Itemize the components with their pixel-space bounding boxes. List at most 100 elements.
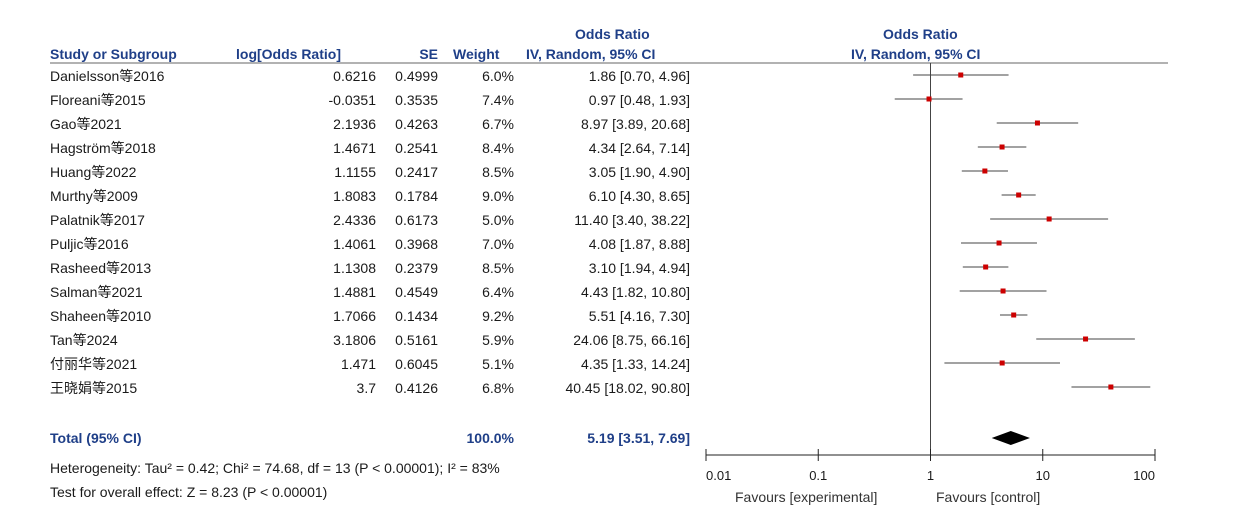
study-name: Hagström等2018 — [50, 140, 156, 156]
study-ci: 8.97 [3.89, 20.68] — [581, 116, 690, 132]
study-log-or: 1.8083 — [333, 188, 376, 204]
or-title-left: Odds Ratio — [575, 26, 650, 42]
study-se: 0.2541 — [395, 140, 438, 156]
study-log-or: 1.4061 — [333, 236, 376, 252]
effect-point — [999, 360, 1005, 366]
total-ci: 5.19 [3.51, 7.69] — [587, 430, 690, 446]
study-se: 0.2379 — [395, 260, 438, 276]
pooled-diamond — [991, 431, 1030, 445]
study-ci: 24.06 [8.75, 66.16] — [573, 332, 690, 348]
study-se: 0.4999 — [395, 68, 438, 84]
x-tick-label: 10 — [1036, 468, 1050, 483]
study-log-or: 1.471 — [340, 356, 376, 372]
study-log-or: 1.1308 — [333, 260, 376, 276]
study-log-or: 1.4881 — [333, 284, 376, 300]
effect-point — [1046, 216, 1052, 222]
overall-effect-text: Test for overall effect: Z = 8.23 (P < 0… — [50, 484, 328, 500]
study-log-or: 1.7066 — [333, 308, 376, 324]
x-tick-label: 100 — [1133, 468, 1155, 483]
effect-point — [982, 168, 988, 174]
study-ci: 3.05 [1.90, 4.90] — [588, 164, 690, 180]
study-log-or: 1.1155 — [334, 164, 376, 180]
effect-point — [926, 96, 932, 102]
study-ci: 6.10 [4.30, 8.65] — [588, 188, 690, 204]
or-title-right: Odds Ratio — [883, 26, 958, 42]
study-name: Huang等2022 — [50, 164, 137, 180]
study-weight: 9.2% — [482, 308, 514, 324]
x-tick-label: 1 — [927, 468, 934, 483]
effect-point — [958, 72, 964, 78]
total-weight: 100.0% — [466, 430, 514, 446]
study-ci: 4.35 [1.33, 14.24] — [581, 356, 690, 372]
study-se: 0.3968 — [395, 236, 438, 252]
study-log-or: 3.1806 — [333, 332, 376, 348]
effect-point — [1000, 288, 1006, 294]
favours-control-label: Favours [control] — [936, 489, 1041, 505]
effect-point — [996, 240, 1002, 246]
effect-point — [1108, 384, 1114, 390]
study-weight: 6.4% — [482, 284, 514, 300]
study-weight: 8.5% — [482, 164, 514, 180]
study-log-or: 1.4671 — [333, 140, 376, 156]
study-ci: 3.10 [1.94, 4.94] — [588, 260, 690, 276]
study-log-or: -0.0351 — [328, 92, 376, 108]
study-se: 0.2417 — [395, 164, 438, 180]
study-weight: 7.0% — [482, 236, 514, 252]
study-name: Palatnik等2017 — [50, 212, 145, 228]
study-se: 0.3535 — [395, 92, 438, 108]
study-se: 0.1434 — [395, 308, 438, 324]
effect-point — [1034, 120, 1040, 126]
effect-point — [983, 264, 989, 270]
study-ci: 4.34 [2.64, 7.14] — [588, 140, 690, 156]
favours-experimental-label: Favours [experimental] — [735, 489, 878, 505]
study-ci: 5.51 [4.16, 7.30] — [588, 308, 690, 324]
study-name: Tan等2024 — [50, 332, 118, 348]
study-weight: 5.0% — [482, 212, 514, 228]
col-header-se: SE — [419, 46, 438, 62]
study-name: Puljic等2016 — [50, 236, 129, 252]
study-name: Shaheen等2010 — [50, 308, 152, 324]
col-header-weight: Weight — [453, 46, 500, 62]
study-log-or: 2.1936 — [333, 116, 376, 132]
study-log-or: 0.6216 — [333, 68, 376, 84]
study-ci: 4.43 [1.82, 10.80] — [581, 284, 690, 300]
study-name: Rasheed等2013 — [50, 260, 152, 276]
study-ci: 0.97 [0.48, 1.93] — [588, 92, 690, 108]
study-log-or: 3.7 — [356, 380, 376, 396]
study-name: Salman等2021 — [50, 284, 143, 300]
study-name: Danielsson等2016 — [50, 68, 165, 84]
effect-point — [1011, 312, 1017, 318]
study-weight: 8.4% — [482, 140, 514, 156]
study-name: Gao等2021 — [50, 116, 122, 132]
study-se: 0.4549 — [395, 284, 438, 300]
study-ci: 4.08 [1.87, 8.88] — [588, 236, 690, 252]
col-header-study: Study or Subgroup — [50, 46, 177, 62]
effect-point — [999, 144, 1005, 150]
study-se: 0.6173 — [395, 212, 438, 228]
study-name: 付丽华等2021 — [50, 356, 138, 372]
study-weight: 6.8% — [482, 380, 514, 396]
study-log-or: 2.4336 — [333, 212, 376, 228]
study-name: Murthy等2009 — [50, 188, 138, 204]
col-header-ci: IV, Random, 95% CI — [526, 46, 656, 62]
heterogeneity-text: Heterogeneity: Tau² = 0.42; Chi² = 74.68… — [50, 460, 500, 476]
total-label: Total (95% CI) — [50, 430, 142, 446]
study-weight: 8.5% — [482, 260, 514, 276]
effect-point — [1083, 336, 1089, 342]
study-ci: 11.40 [3.40, 38.22] — [574, 212, 690, 228]
study-weight: 6.7% — [482, 116, 514, 132]
effect-point — [1016, 192, 1022, 198]
study-se: 0.4126 — [395, 380, 438, 396]
study-weight: 9.0% — [482, 188, 514, 204]
study-se: 0.5161 — [395, 332, 438, 348]
col-header-plot-ci: IV, Random, 95% CI — [851, 46, 981, 62]
x-tick-label: 0.1 — [809, 468, 827, 483]
study-se: 0.1784 — [395, 188, 438, 204]
study-weight: 5.1% — [482, 356, 514, 372]
study-ci: 40.45 [18.02, 90.80] — [565, 380, 690, 396]
study-name: 王晓娟等2015 — [50, 380, 138, 396]
study-name: Floreani等2015 — [50, 92, 146, 108]
x-tick-label: 0.01 — [706, 468, 731, 483]
study-weight: 7.4% — [482, 92, 514, 108]
